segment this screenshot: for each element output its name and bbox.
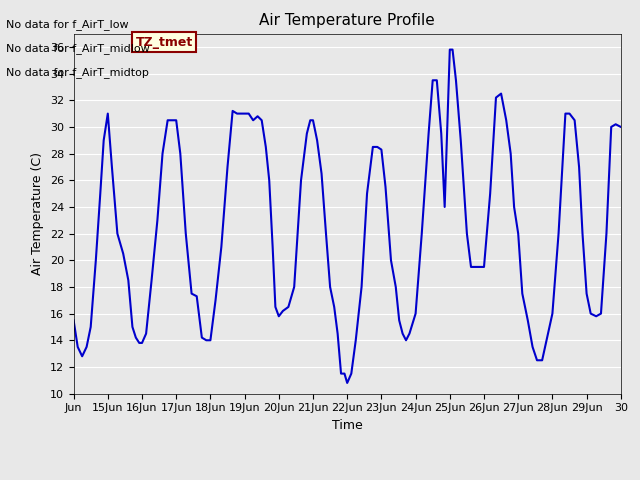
Text: No data for f_AirT_midlow: No data for f_AirT_midlow [6, 43, 150, 54]
Text: TZ_tmet: TZ_tmet [136, 36, 193, 48]
Text: No data for f_AirT_low: No data for f_AirT_low [6, 19, 129, 30]
Title: Air Temperature Profile: Air Temperature Profile [259, 13, 435, 28]
X-axis label: Time: Time [332, 419, 363, 432]
Text: No data for f_AirT_midtop: No data for f_AirT_midtop [6, 67, 149, 78]
Y-axis label: Air Temperature (C): Air Temperature (C) [31, 152, 44, 275]
